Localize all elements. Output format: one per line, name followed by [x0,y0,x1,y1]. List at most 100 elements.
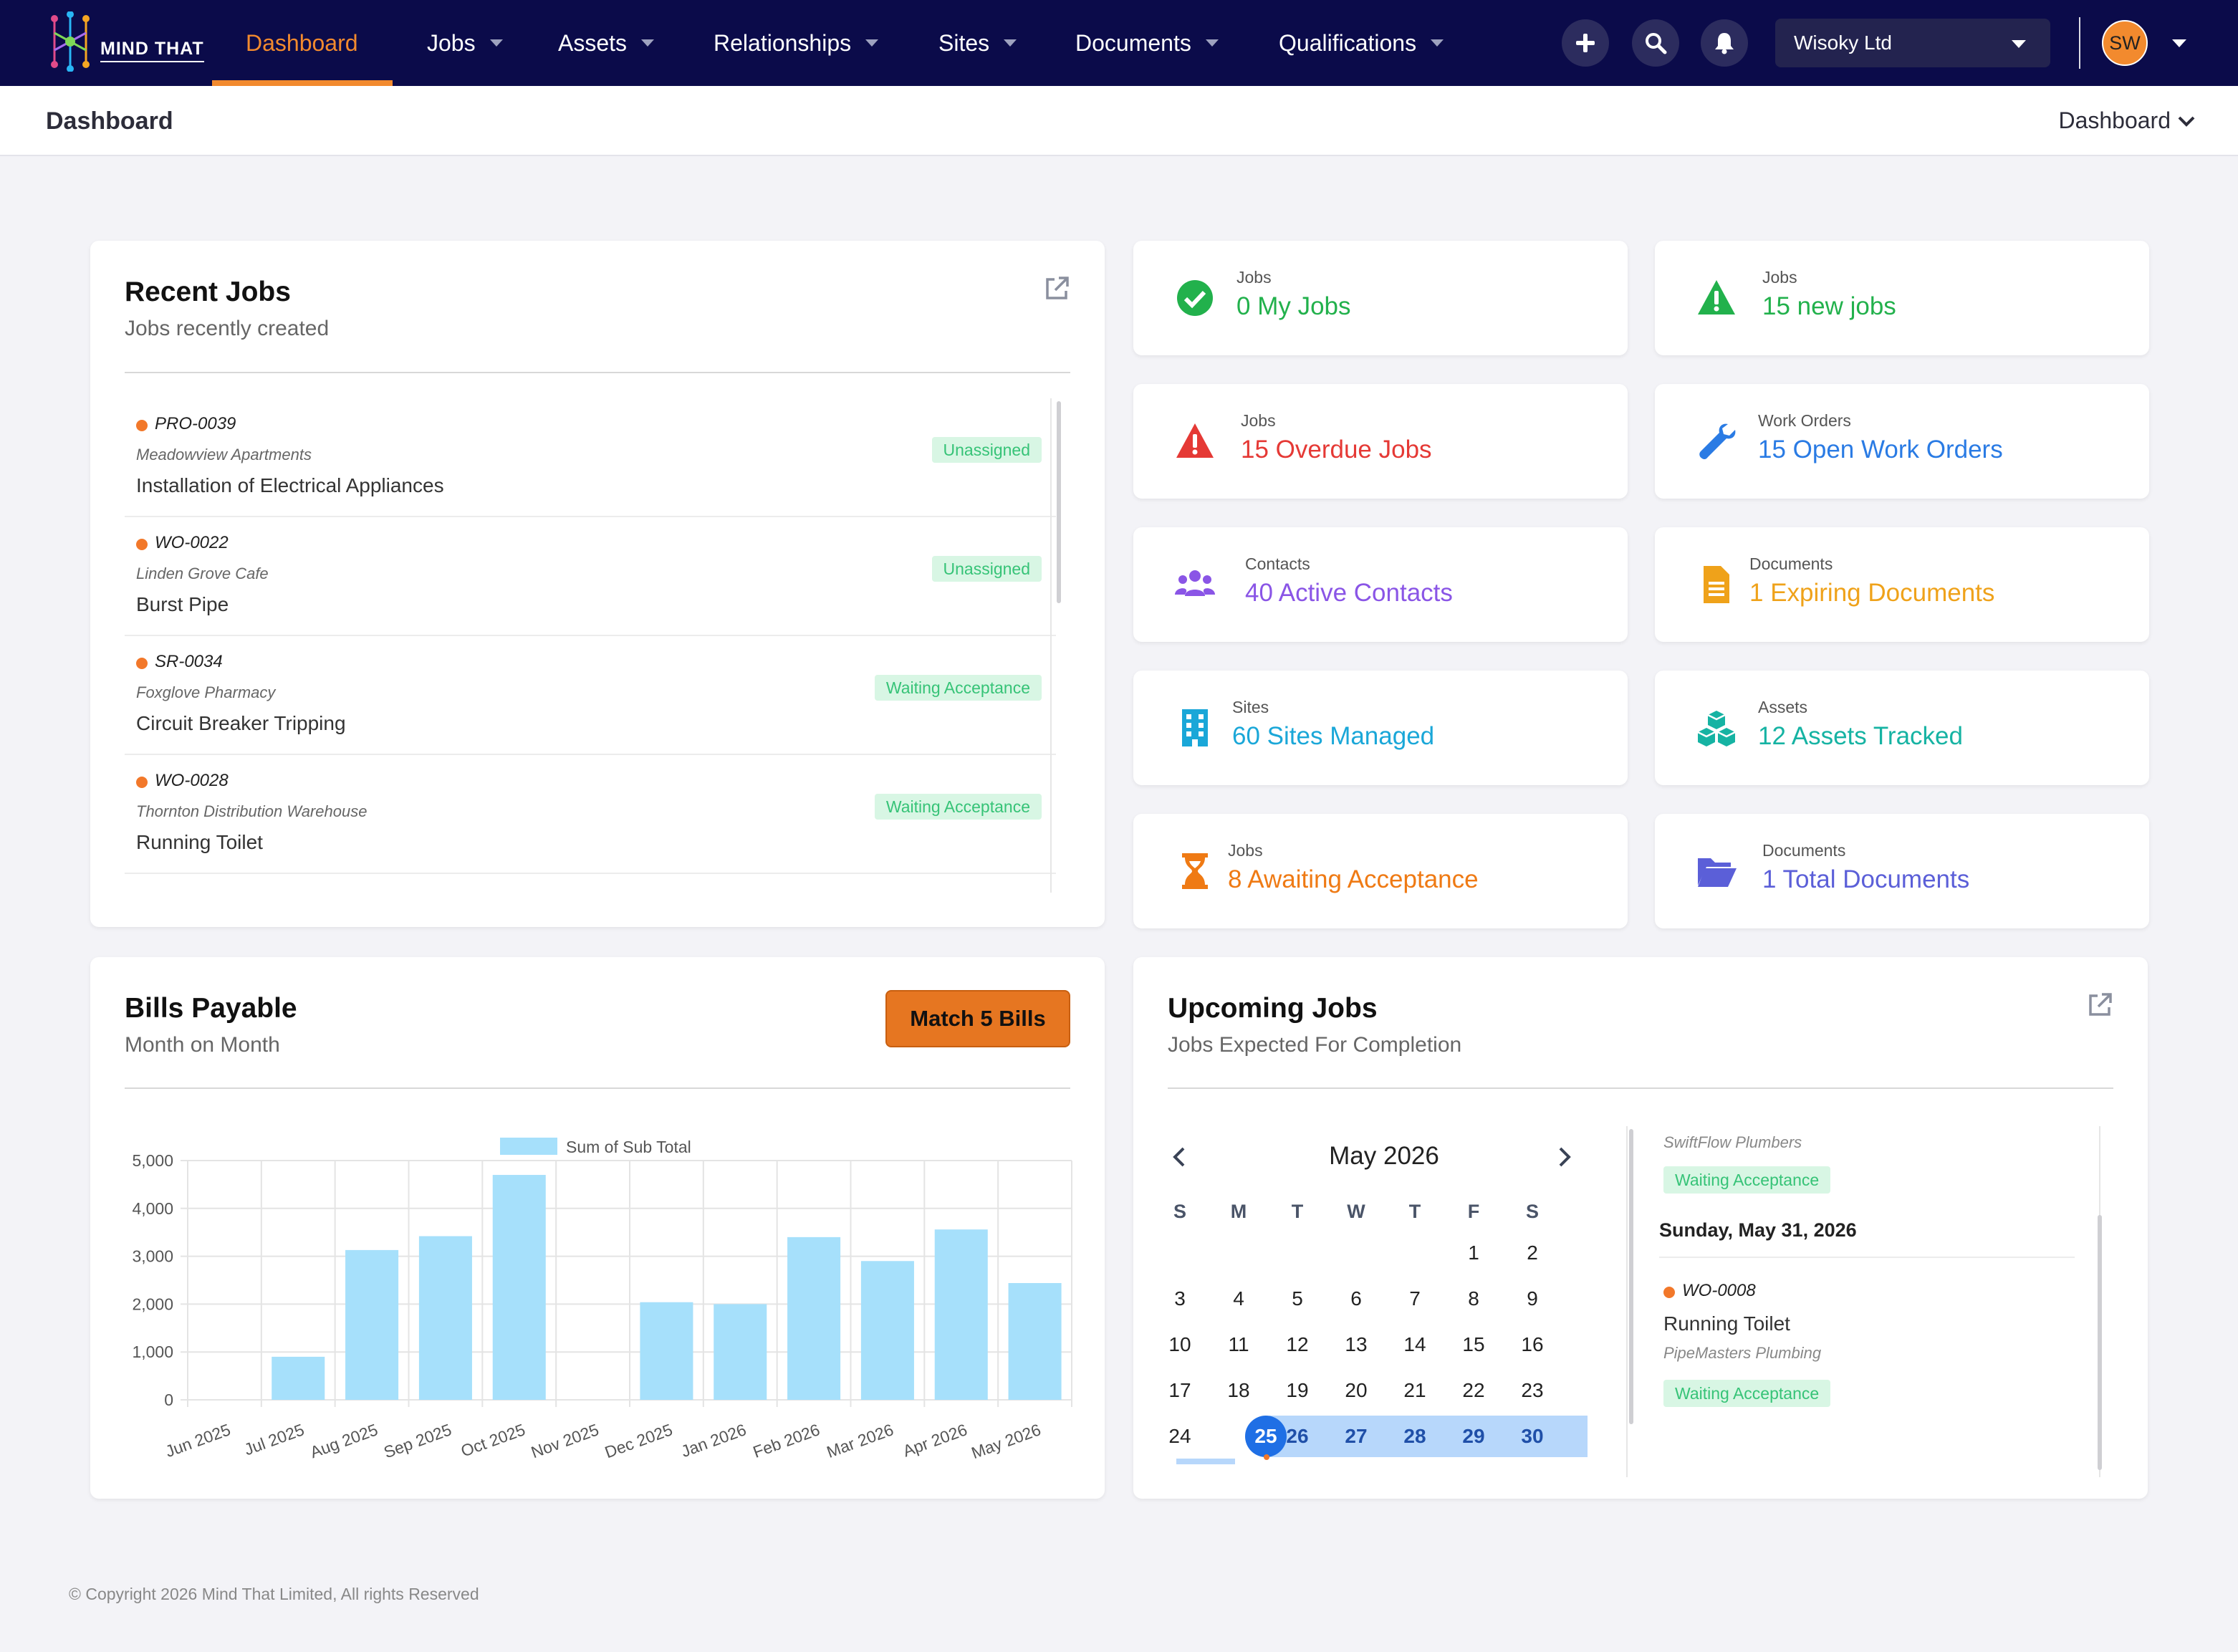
calendar-day[interactable]: 22 [1462,1379,1485,1401]
dashboard-selector-label: Dashboard [2058,107,2171,133]
nav-relationships-label: Relationships [714,29,852,56]
scrollbar-thumb[interactable] [2098,1215,2102,1470]
calendar-day[interactable]: 16 [1521,1333,1544,1355]
nav-relationships[interactable]: Relationships [714,0,879,86]
nav-documents[interactable]: Documents [1075,0,1219,86]
y-tick-label: 0 [164,1391,173,1409]
bar[interactable] [272,1356,325,1400]
calendar-weekday: T [1408,1200,1421,1222]
stat-card[interactable]: Documents 1 Total Documents [1655,814,2149,928]
dashboard-selector[interactable]: Dashboard [2058,107,2196,134]
bar[interactable] [492,1175,546,1400]
list-item[interactable]: WO-0028 Thornton Distribution Warehouse … [125,755,1056,874]
calendar-day[interactable]: 2 [1527,1242,1538,1264]
upcoming-subtitle: Jobs Expected For Completion [1168,1033,1462,1057]
status-dot [136,777,148,788]
calendar-day[interactable]: 21 [1403,1379,1426,1401]
calendar-day[interactable]: 14 [1403,1333,1426,1355]
calendar-day[interactable]: 1 [1468,1242,1479,1264]
job-site: Linden Grove Cafe [136,565,269,582]
external-link-icon[interactable] [1043,275,1070,302]
calendar-day[interactable]: 3 [1174,1287,1186,1310]
calendar-today[interactable]: 25 [1245,1416,1287,1457]
nav-assets[interactable]: Assets [558,0,655,86]
list-item[interactable]: SR-0034 Foxglove Pharmacy Circuit Breake… [125,636,1056,755]
calendar-day[interactable]: 20 [1345,1379,1368,1401]
bar[interactable] [714,1304,767,1400]
calendar-day[interactable]: 4 [1233,1287,1244,1310]
bar[interactable] [418,1236,472,1400]
stat-card[interactable]: Documents 1 Expiring Documents [1655,527,2149,642]
stat-label: Jobs [1228,841,1263,860]
nav-jobs[interactable]: Jobs [427,0,503,86]
calendar-day[interactable]: 27 [1345,1425,1368,1447]
stat-label: Work Orders [1758,411,1851,430]
stat-label: Contacts [1245,554,1310,573]
bar[interactable] [345,1249,399,1400]
calendar-day[interactable]: 28 [1403,1425,1426,1447]
stat-value: 8 Awaiting Acceptance [1228,865,1479,893]
calendar-day[interactable]: 8 [1468,1287,1479,1310]
bar[interactable] [787,1236,841,1400]
bar[interactable] [1008,1283,1062,1400]
list-item[interactable]: WO-0008 Running Toilet PipeMasters Plumb… [1642,1262,2072,1434]
stat-card[interactable]: Contacts 40 Active Contacts [1133,527,1628,642]
recent-jobs-list: PRO-0039 Meadowview Apartments Installat… [125,398,1056,893]
external-link-icon[interactable] [2086,991,2113,1019]
nav-qualifications[interactable]: Qualifications [1279,0,1444,86]
calendar-day[interactable]: 12 [1286,1333,1309,1355]
user-avatar[interactable]: SW [2102,20,2148,66]
calendar-day[interactable]: 18 [1227,1379,1250,1401]
calendar-day[interactable]: 19 [1286,1379,1309,1401]
add-button[interactable] [1562,19,1609,67]
calendar-day[interactable]: 9 [1527,1287,1538,1310]
x-tick-label: Dec 2025 [602,1420,675,1461]
calendar-day[interactable]: 17 [1168,1379,1191,1401]
job-code: WO-0008 [1682,1281,1756,1300]
nav-sites[interactable]: Sites [938,0,1017,86]
footer-copyright: © Copyright 2026 Mind That Limited, All … [69,1585,479,1603]
calendar-day[interactable]: 6 [1350,1287,1362,1310]
bar[interactable] [934,1229,988,1400]
search-button[interactable] [1632,19,1679,67]
y-tick-label: 4,000 [132,1199,173,1218]
chevron-right-icon[interactable] [1552,1145,1576,1169]
scrollbar-thumb[interactable] [1629,1129,1633,1424]
brand-logo[interactable]: MIND THAT [44,11,209,72]
stat-card[interactable]: Jobs 15 Overdue Jobs [1133,384,1628,499]
scrollbar-thumb[interactable] [1057,401,1061,603]
calendar-day[interactable]: 13 [1345,1333,1368,1355]
bar[interactable] [640,1302,693,1400]
stat-card[interactable]: Assets 12 Assets Tracked [1655,671,2149,785]
calendar-day[interactable]: 29 [1462,1425,1485,1447]
stat-card[interactable]: Sites 60 Sites Managed [1133,671,1628,785]
list-item[interactable]: PRO-0039 Meadowview Apartments Installat… [125,398,1056,517]
calendar-day[interactable]: 26 [1286,1425,1309,1447]
stat-label: Sites [1232,698,1269,716]
calendar-month: May 2026 [1329,1142,1439,1170]
stat-value: 1 Expiring Documents [1749,579,1995,607]
match-bills-button[interactable]: Match 5 Bills [885,990,1070,1047]
calendar-day[interactable]: 24 [1168,1425,1191,1447]
notifications-button[interactable] [1701,19,1748,67]
brand-name: MIND THAT [100,39,204,62]
calendar-day[interactable]: 10 [1168,1333,1191,1355]
nav-dashboard[interactable]: Dashboard [246,0,358,86]
stat-card[interactable]: Jobs 15 new jobs [1655,241,2149,355]
calendar-day[interactable]: 23 [1521,1379,1544,1401]
stat-card[interactable]: Jobs 0 My Jobs [1133,241,1628,355]
calendar-day[interactable]: 30 [1521,1425,1544,1447]
calendar-day[interactable]: 11 [1228,1333,1249,1355]
calendar-day[interactable]: 15 [1462,1333,1485,1355]
logo-icon [51,11,90,72]
calendar-day[interactable]: 7 [1409,1287,1421,1310]
cubes-icon [1697,711,1736,746]
chevron-left-icon[interactable] [1168,1145,1192,1169]
stat-card[interactable]: Jobs 8 Awaiting Acceptance [1133,814,1628,928]
stat-card[interactable]: Work Orders 15 Open Work Orders [1655,384,2149,499]
list-item[interactable]: WO-0022 Linden Grove Cafe Burst Pipe Una… [125,517,1056,636]
company-select[interactable]: Wisoky Ltd [1775,19,2050,67]
user-menu-chevron-icon[interactable] [2172,39,2186,47]
bar[interactable] [860,1261,914,1400]
calendar-day[interactable]: 5 [1292,1287,1303,1310]
